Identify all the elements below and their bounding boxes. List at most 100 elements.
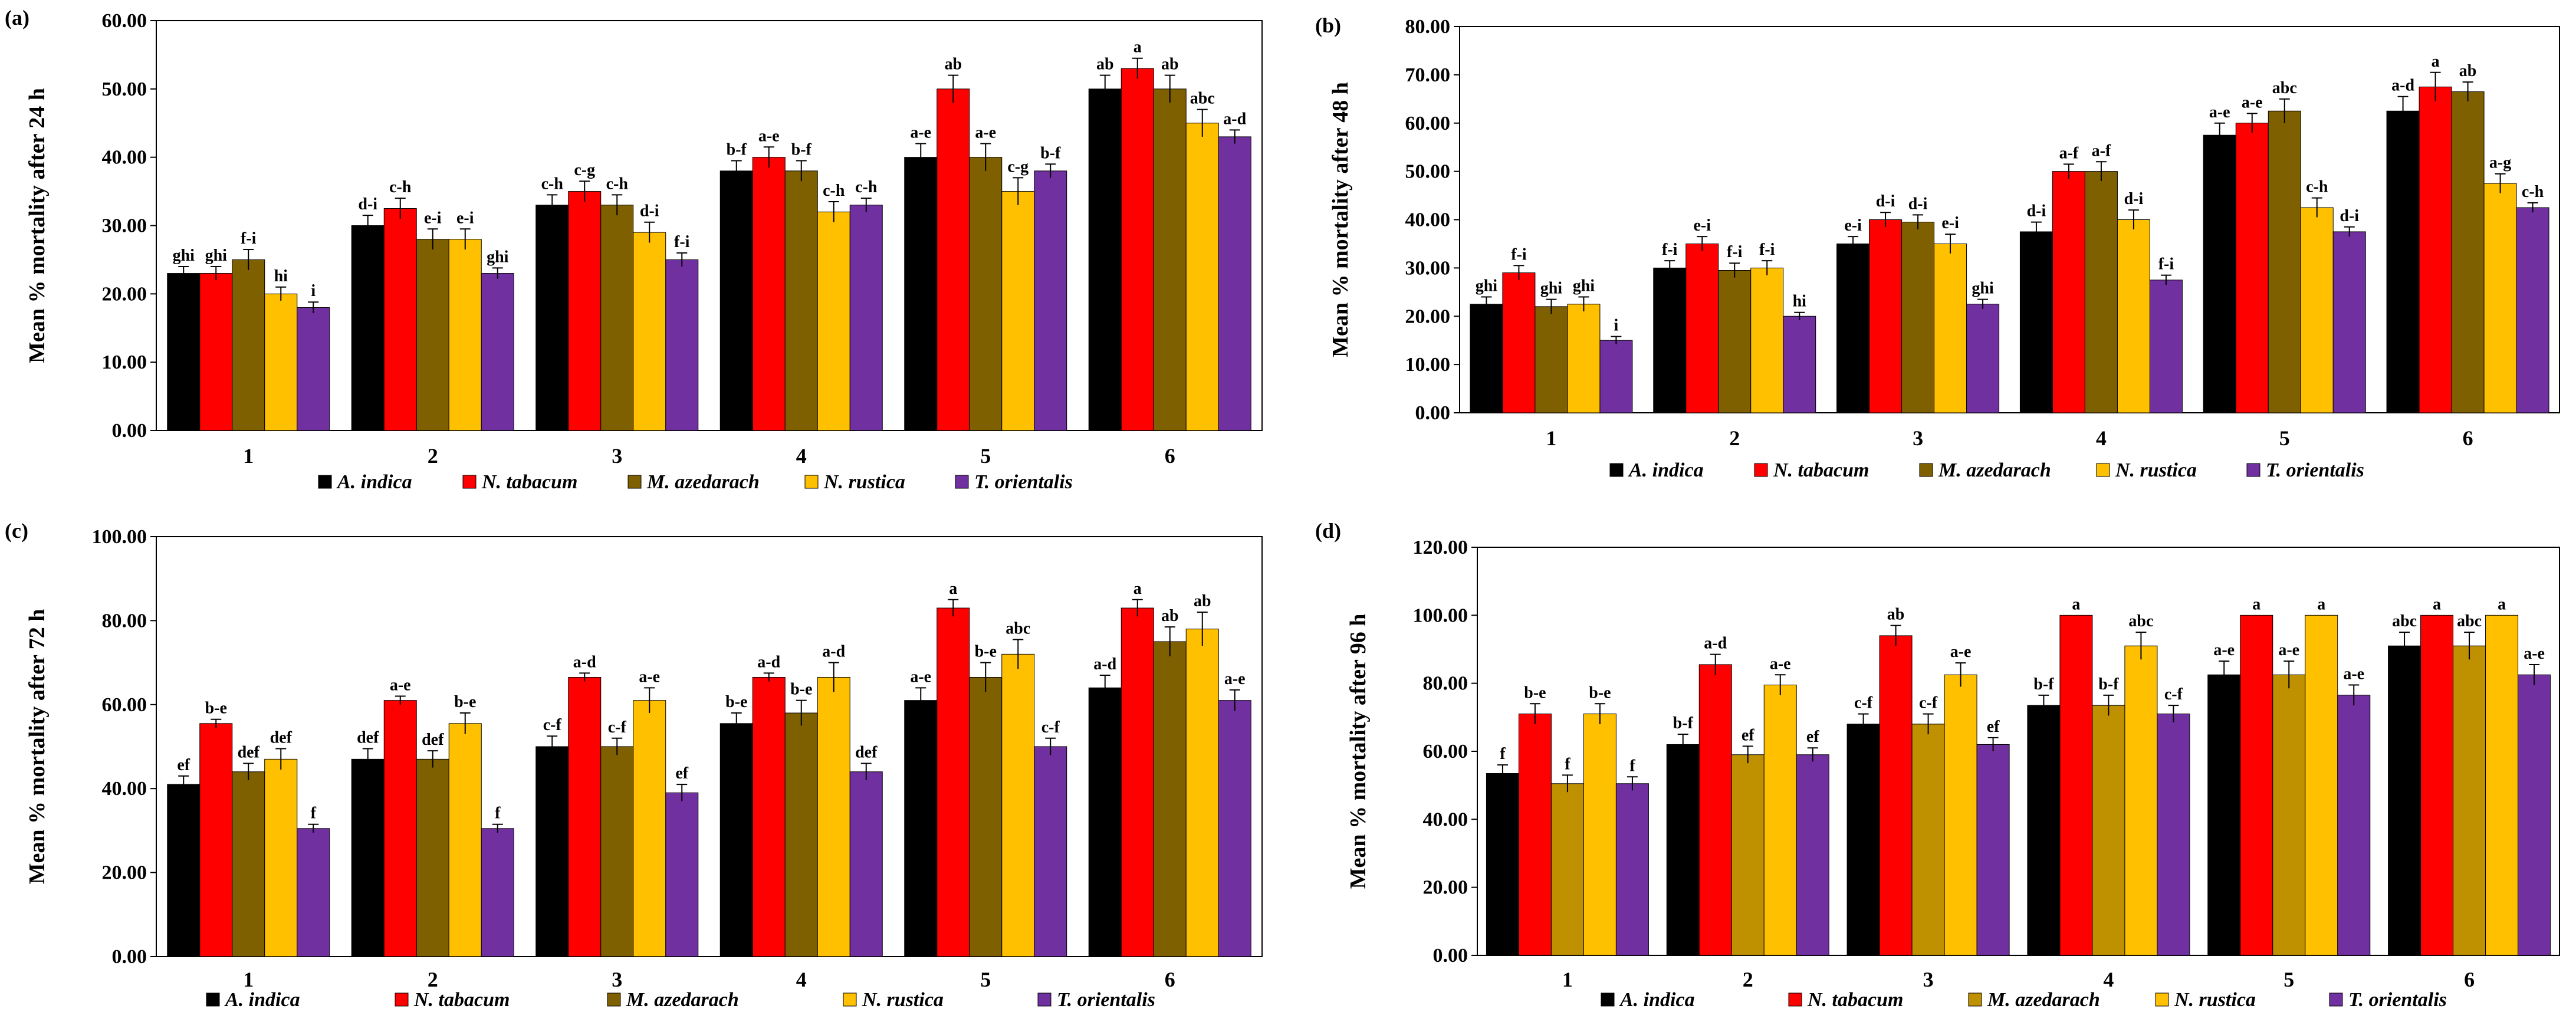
significance-label: e-i	[1844, 216, 1862, 235]
x-category-label: 4	[2103, 968, 2114, 991]
significance-label: abc	[2272, 79, 2297, 97]
bar	[2117, 219, 2150, 413]
significance-label: a-f	[2059, 144, 2079, 162]
bar	[448, 239, 482, 431]
significance-label: b-f	[791, 140, 812, 159]
bar	[1470, 304, 1503, 413]
bar	[1550, 783, 1584, 956]
bar	[784, 712, 818, 957]
significance-label: c-h	[855, 178, 878, 196]
bar	[1034, 746, 1067, 957]
significance-label: ghi	[1476, 277, 1498, 295]
legend-swatch	[395, 992, 409, 1007]
bar	[969, 157, 1003, 431]
bar	[264, 758, 298, 957]
y-tick-label: 80.00	[1405, 16, 1451, 38]
bar	[2235, 123, 2269, 413]
bar	[1121, 607, 1154, 957]
legend-swatch	[2155, 992, 2169, 1007]
y-tick-label: 70.00	[1405, 64, 1451, 86]
significance-label: a	[2317, 595, 2325, 613]
significance-label: f-i	[1727, 243, 1743, 261]
bar	[1599, 340, 1633, 413]
significance-label: hi	[274, 267, 288, 285]
bar	[1666, 744, 1700, 956]
bar	[481, 828, 514, 957]
bar	[784, 170, 818, 431]
significance-label: a-f	[2092, 142, 2111, 160]
significance-label: a-e	[2213, 641, 2235, 659]
significance-label: c-f	[1854, 694, 1873, 712]
bar	[1486, 773, 1519, 956]
significance-label: abc	[2128, 612, 2153, 630]
significance-label: ab	[2459, 62, 2477, 80]
significance-label: a-g	[2489, 154, 2511, 172]
significance-label: d-i	[2124, 190, 2144, 208]
significance-label: a-e	[2209, 103, 2230, 121]
significance-label: ab	[1194, 592, 1211, 610]
x-category-label: 4	[2096, 426, 2107, 450]
y-axis-label: Mean % mortality after 72 h	[25, 609, 50, 885]
bar	[2300, 207, 2334, 413]
significance-label: b-e	[975, 643, 997, 661]
legend-swatch	[1754, 463, 1768, 477]
significance-label: c-f	[608, 718, 627, 737]
bar	[752, 157, 786, 431]
significance-label: e-i	[456, 209, 474, 227]
y-tick-label: 0.00	[1433, 945, 1468, 967]
significance-label: b-e	[1589, 683, 1611, 702]
x-category-label: 2	[428, 444, 438, 468]
bar	[2483, 183, 2517, 413]
significance-label: i	[1614, 317, 1619, 335]
bar	[2203, 134, 2236, 413]
legend-label: N. tabacum	[481, 471, 577, 493]
legend-label: M. azedarach	[1938, 459, 2051, 481]
significance-label: ghi	[205, 247, 228, 265]
significance-label: b-f	[1673, 714, 1694, 732]
x-category-label: 4	[796, 968, 807, 991]
significance-label: d-i	[2027, 202, 2046, 221]
legend-label: N. rustica	[2174, 989, 2256, 1011]
significance-label: f-i	[1662, 241, 1678, 259]
significance-label: b-f	[1040, 144, 1061, 162]
significance-label: abc	[2457, 612, 2482, 630]
y-tick-label: 60.00	[1423, 741, 1468, 763]
bar	[1836, 243, 1870, 413]
panel-label: (a)	[5, 6, 29, 29]
bar	[665, 259, 699, 431]
significance-label: a-d	[573, 653, 596, 671]
legend-label: A. indica	[1619, 989, 1695, 1011]
significance-label: b-e	[1524, 683, 1546, 702]
bar	[1185, 123, 1219, 431]
bar	[633, 232, 666, 431]
significance-label: abc	[1006, 619, 1030, 637]
legend-label: T. orientalis	[2266, 459, 2364, 481]
significance-label: ef	[1987, 718, 2000, 736]
bar	[1846, 724, 1880, 956]
bar	[297, 307, 330, 431]
significance-label: a	[1133, 580, 1142, 598]
y-tick-label: 50.00	[1405, 161, 1451, 183]
bar	[1567, 304, 1601, 413]
significance-label: abc	[2392, 612, 2417, 630]
bar	[2272, 674, 2306, 956]
bar	[568, 191, 602, 431]
significance-label: f	[495, 804, 501, 823]
significance-label: b-e	[205, 699, 227, 718]
chart-panel-a: 0.00 10.00 20.00 30.00 40.00 50.00 60.00 Mean %…	[5, 6, 1263, 493]
bar	[1218, 136, 1251, 431]
significance-label: a	[2432, 52, 2440, 71]
significance-label: d-i	[1908, 195, 1928, 213]
panel-label: (c)	[5, 519, 28, 543]
x-category-label: 5	[980, 968, 991, 991]
bar	[2485, 614, 2519, 956]
bar	[1218, 700, 1251, 957]
y-axis-label: Mean % mortality after 48 h	[1328, 82, 1353, 357]
legend-swatch	[2246, 463, 2260, 477]
x-category-label: 2	[428, 968, 438, 991]
panel-label: (d)	[1315, 519, 1341, 543]
bar	[665, 792, 699, 957]
bar	[1944, 674, 1977, 956]
bar	[2386, 110, 2420, 413]
x-category-label: 5	[2283, 968, 2294, 991]
